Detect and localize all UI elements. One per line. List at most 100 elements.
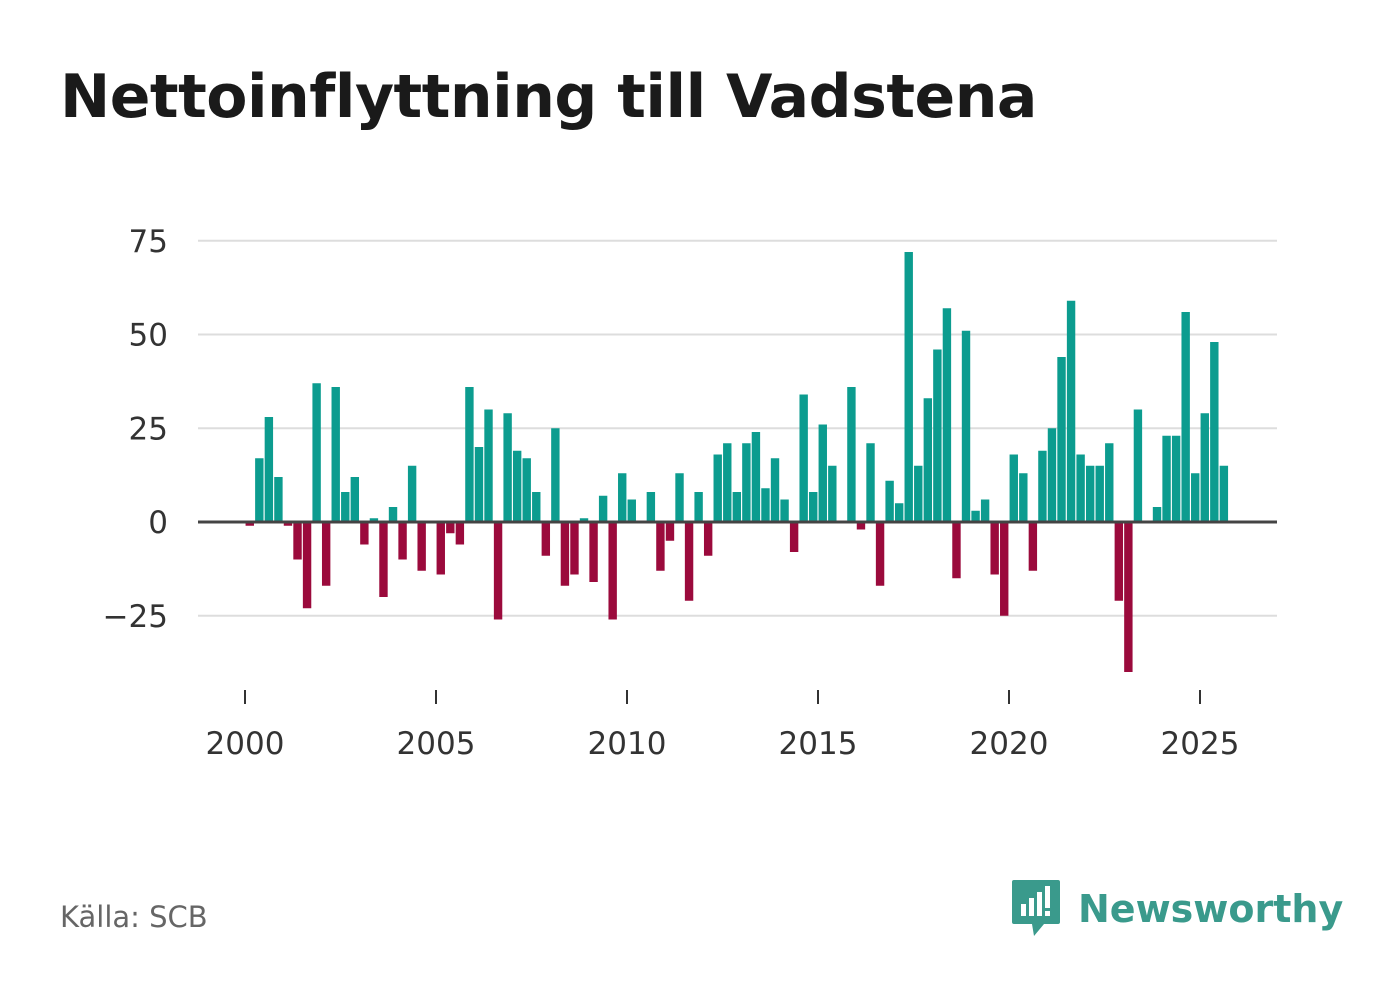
bar xyxy=(350,477,360,522)
bar xyxy=(522,458,531,522)
bar xyxy=(255,458,264,522)
bar xyxy=(789,522,799,552)
bar xyxy=(302,522,312,609)
bar xyxy=(818,424,827,522)
bar xyxy=(1210,342,1219,522)
bar xyxy=(245,522,254,526)
bar xyxy=(360,522,369,545)
bar xyxy=(493,522,503,620)
bar xyxy=(933,349,942,522)
bar xyxy=(1057,357,1066,522)
chart-title: Nettoinflyttning till Vadstena xyxy=(60,62,1037,132)
bar xyxy=(723,443,732,522)
bar xyxy=(541,522,551,556)
bar xyxy=(1124,522,1133,672)
bar xyxy=(799,394,808,522)
bar xyxy=(742,443,751,522)
bar xyxy=(608,522,617,620)
bar xyxy=(1047,428,1057,522)
bar xyxy=(1028,522,1038,571)
y-axis-labels: 75 50 25 0 −25 xyxy=(103,224,168,635)
bar xyxy=(809,492,818,522)
bar xyxy=(1152,507,1162,522)
bar xyxy=(828,465,837,522)
bar xyxy=(1171,435,1181,522)
bar xyxy=(684,522,694,601)
bar xyxy=(1076,454,1085,522)
bar xyxy=(570,522,579,575)
bar xyxy=(455,522,465,545)
gridlines xyxy=(198,239,1277,617)
bar xyxy=(579,518,589,522)
bar xyxy=(675,473,684,522)
bar xyxy=(503,413,512,522)
bar xyxy=(923,398,933,522)
source-note: Källa: SCB xyxy=(60,900,208,934)
x-tick-label: 2010 xyxy=(588,726,667,762)
bar xyxy=(598,495,608,522)
bar xyxy=(971,510,980,522)
bar xyxy=(283,522,293,526)
bar xyxy=(331,387,340,522)
bar xyxy=(398,522,407,560)
bar xyxy=(512,450,522,522)
bar xyxy=(1219,465,1229,522)
bar xyxy=(980,499,990,522)
brand-name: Newsworthy xyxy=(1078,887,1344,931)
bar xyxy=(293,522,302,560)
bar xyxy=(914,465,923,522)
bar xyxy=(952,522,961,579)
brand-logo[interactable]: Newsworthy xyxy=(1010,878,1343,940)
x-tick-label: 2005 xyxy=(397,726,476,762)
y-tick-label: −25 xyxy=(103,599,168,635)
y-tick-label: 50 xyxy=(129,318,168,354)
bar xyxy=(446,522,455,534)
bar xyxy=(1133,409,1143,522)
bar xyxy=(379,522,388,597)
bar xyxy=(961,330,971,522)
bar xyxy=(369,518,379,522)
bar xyxy=(274,477,283,522)
bar xyxy=(665,522,675,541)
bar xyxy=(618,473,627,522)
bar xyxy=(484,409,493,522)
bar xyxy=(1066,300,1076,522)
bar xyxy=(1181,312,1190,522)
bar xyxy=(1038,450,1047,522)
bar xyxy=(751,432,761,522)
bar xyxy=(847,387,856,522)
bar xyxy=(866,443,875,522)
bar xyxy=(417,522,426,571)
bar xyxy=(761,488,770,522)
bar xyxy=(1200,413,1209,522)
bar xyxy=(264,417,274,522)
bar xyxy=(1162,435,1171,522)
bar xyxy=(646,492,656,522)
bar xyxy=(780,499,789,522)
bar xyxy=(312,383,321,522)
bar xyxy=(732,492,742,522)
bar xyxy=(656,522,665,571)
bar xyxy=(551,428,560,522)
bar xyxy=(1095,465,1104,522)
bar xyxy=(885,480,894,522)
bar xyxy=(321,522,331,586)
bar xyxy=(703,522,713,556)
bar xyxy=(713,454,722,522)
bar xyxy=(694,492,703,522)
bar xyxy=(875,522,885,586)
bar xyxy=(532,492,541,522)
bar xyxy=(407,465,417,522)
bar xyxy=(942,308,952,522)
bar xyxy=(856,522,866,530)
bar xyxy=(560,522,570,586)
x-tick-label: 2015 xyxy=(779,726,858,762)
x-tick-label: 2025 xyxy=(1161,726,1240,762)
newsworthy-logo-icon xyxy=(1012,880,1060,936)
bar xyxy=(1085,465,1095,522)
bar xyxy=(474,447,484,522)
x-tick-label: 2020 xyxy=(970,726,1049,762)
bar xyxy=(1105,443,1114,522)
x-tick-label: 2000 xyxy=(206,726,285,762)
